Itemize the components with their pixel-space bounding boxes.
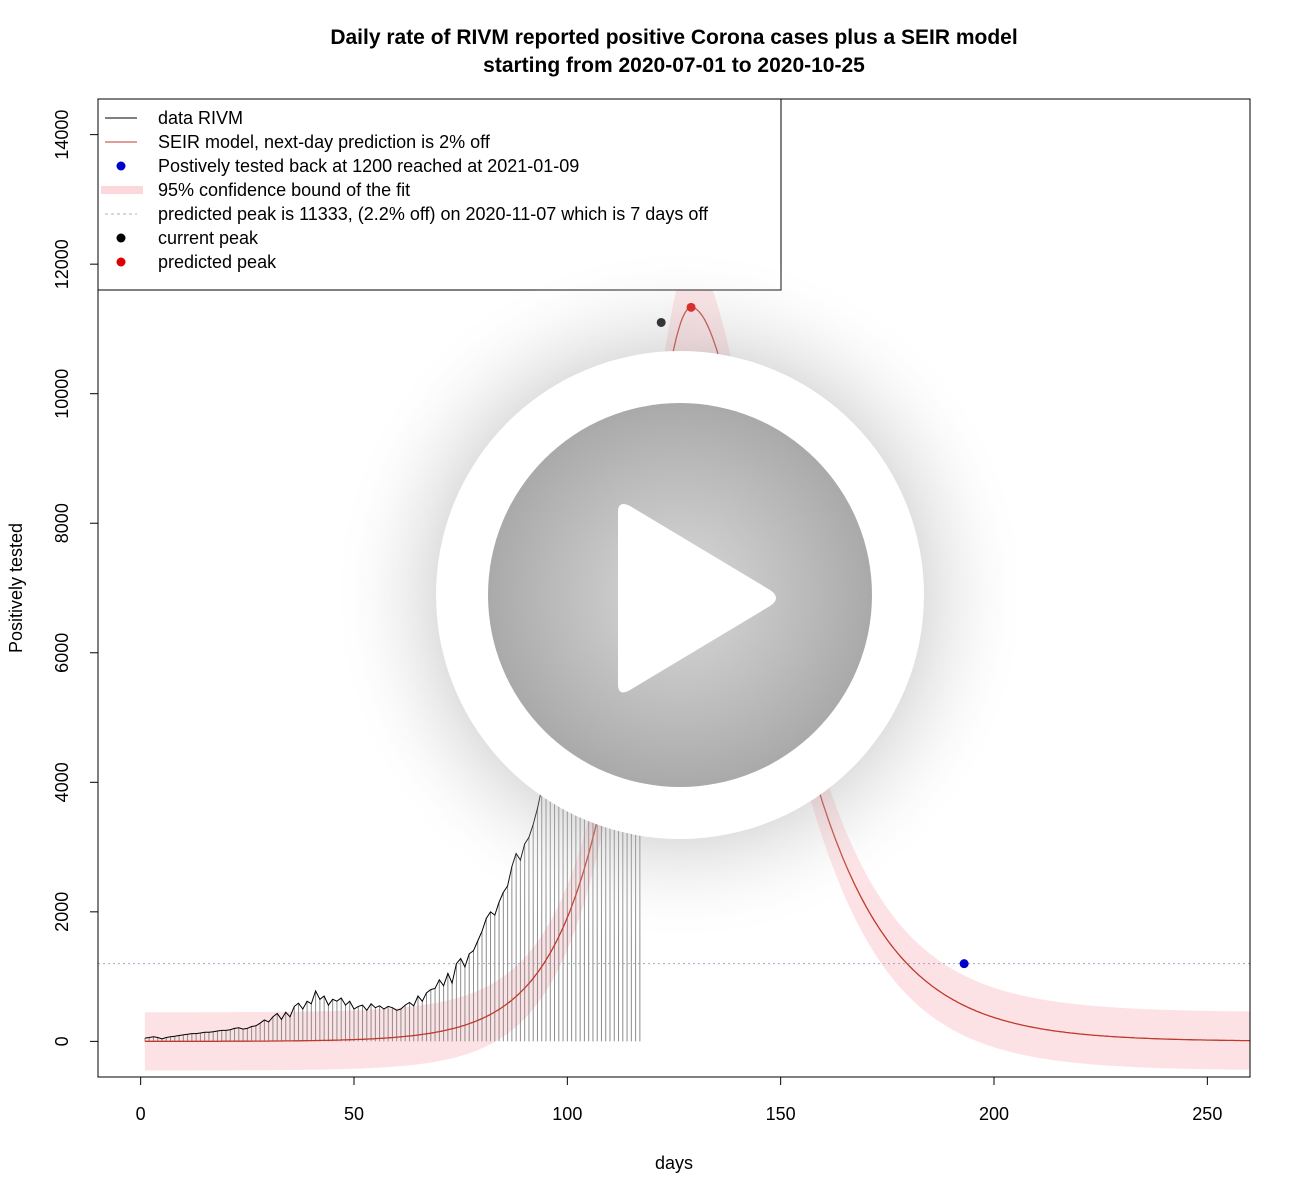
legend-swatch-point: [116, 257, 126, 267]
legend-label: current peak: [158, 228, 259, 248]
legend-label: 95% confidence bound of the fit: [158, 180, 410, 200]
legend-label: predicted peak is 11333, (2.2% off) on 2…: [158, 204, 709, 224]
y-tick-label: 4000: [52, 762, 72, 802]
y-tick-label: 10000: [52, 369, 72, 419]
legend-label: Postively tested back at 1200 reached at…: [158, 156, 579, 176]
y-tick-label: 0: [52, 1036, 72, 1046]
chart-title-line-2: starting from 2020-07-01 to 2020-10-25: [483, 54, 865, 77]
y-tick-label: 6000: [52, 633, 72, 673]
chart-title-line-1: Daily rate of RIVM reported positive Cor…: [330, 26, 1017, 49]
y-tick-label: 2000: [52, 892, 72, 932]
y-axis: 0 2000 4000 6000 8000 10000 12000 14000: [52, 110, 99, 1046]
legend-swatch-point: [116, 161, 126, 171]
x-tick-label: 100: [552, 1104, 582, 1124]
play-icon[interactable]: [618, 504, 776, 693]
video-play-overlay[interactable]: [330, 245, 1030, 945]
y-tick-label: 12000: [52, 239, 72, 289]
x-tick-label: 50: [344, 1104, 364, 1124]
legend-swatch-point: [116, 233, 126, 243]
x-axis: 0 50 100 150 200 250: [136, 1076, 1222, 1124]
x-tick-label: 0: [136, 1104, 146, 1124]
legend-label: data RIVM: [158, 108, 243, 128]
x-axis-label: days: [655, 1153, 693, 1173]
y-tick-label: 8000: [52, 503, 72, 543]
legend-label: SEIR model, next-day prediction is 2% of…: [158, 132, 491, 152]
x-tick-label: 250: [1192, 1104, 1222, 1124]
x-tick-label: 200: [979, 1104, 1009, 1124]
x-tick-label: 150: [766, 1104, 796, 1124]
y-tick-label: 14000: [52, 110, 72, 160]
y-axis-label: Positively tested: [6, 523, 26, 653]
legend-label: predicted peak: [158, 252, 277, 272]
back-at-1200-point: [959, 959, 969, 969]
